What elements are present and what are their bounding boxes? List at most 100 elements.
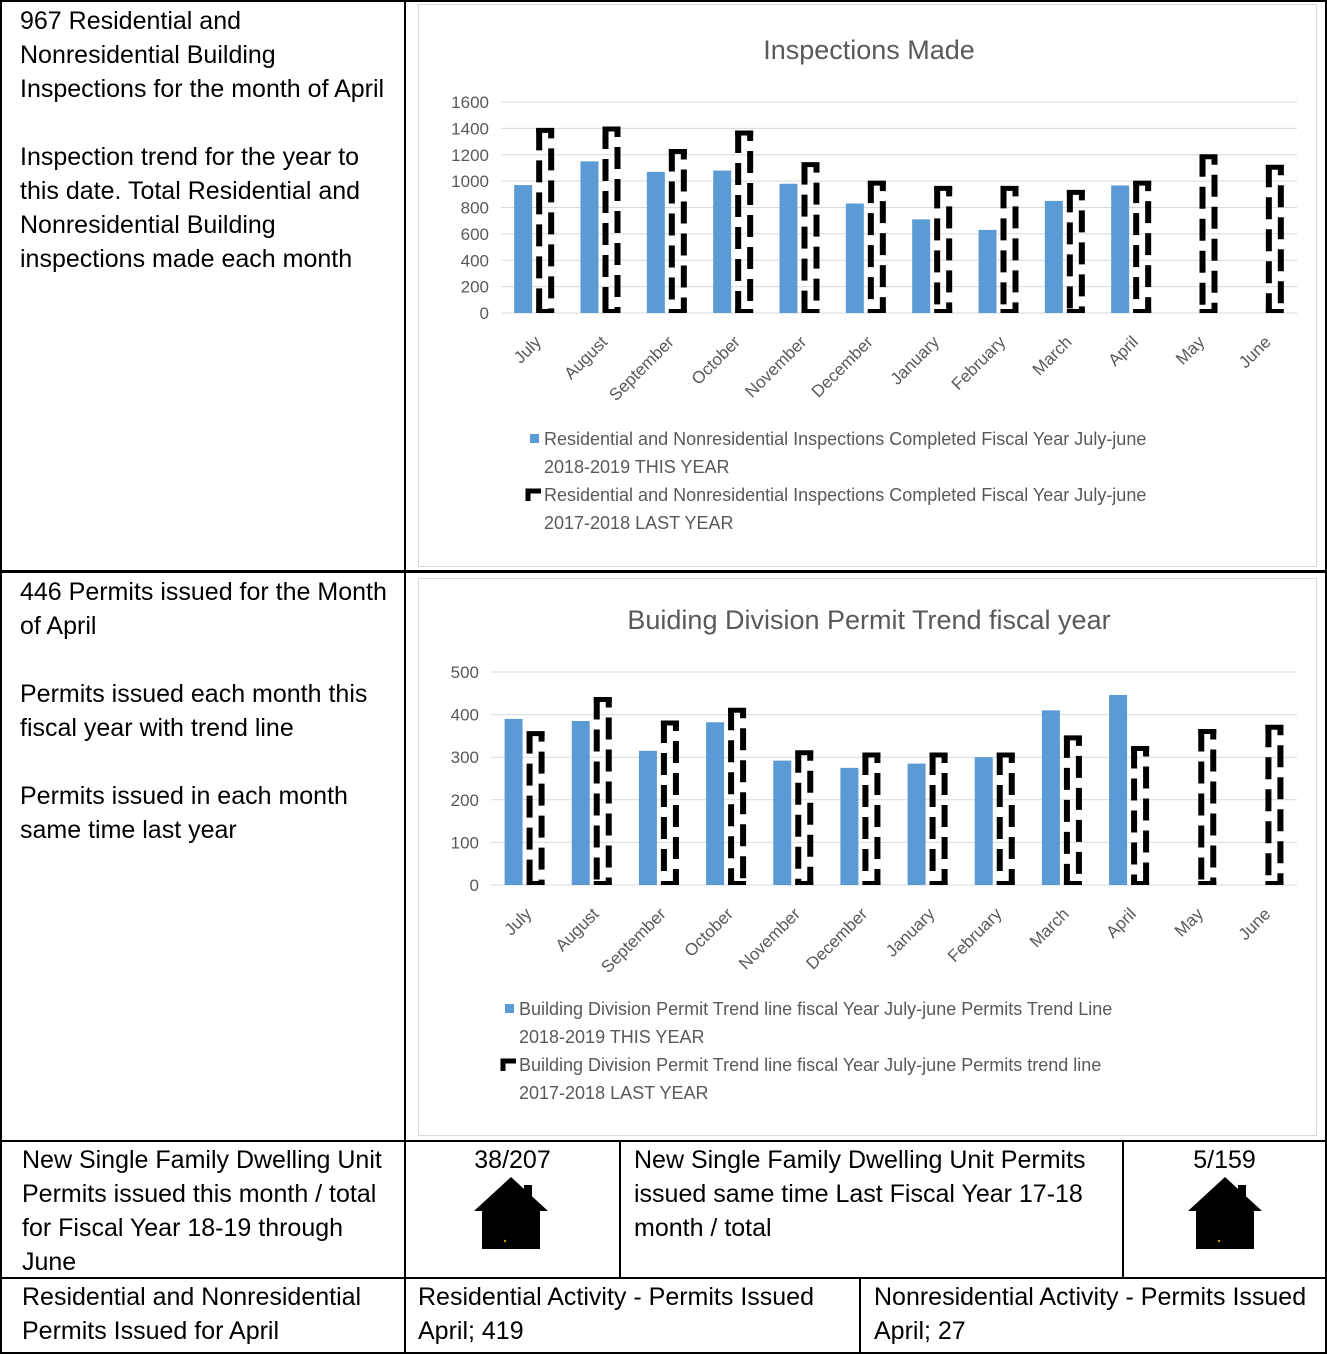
bar-this-year: [504, 718, 523, 885]
x-tick-label: August: [560, 332, 611, 383]
permits-chart-frame: Buiding Division Permit Trend fiscal yea…: [418, 578, 1317, 1136]
inspections-chart-frame: Inspections Made 0 200 400 600 800 1000 1200 140…: [418, 4, 1317, 567]
x-tick-label: December: [808, 332, 877, 401]
column-divider-row3-a: [619, 1140, 621, 1278]
bar-this-year: [773, 760, 792, 885]
sfd-last-year-text: New Single Family Dwelling Unit Permits …: [634, 1146, 1086, 1242]
x-tick-label: January: [887, 332, 944, 389]
y-tick-label: 500: [451, 663, 479, 682]
bar-this-year: [571, 720, 590, 885]
x-tick-label: October: [681, 904, 737, 960]
bar-this-year: [706, 722, 725, 885]
permits-summary: 446 Permits issued for the Month of Apri…: [20, 578, 387, 640]
x-tick-label: April: [1105, 332, 1142, 369]
bar-this-year: [978, 229, 997, 313]
house-icon: [1188, 1177, 1262, 1249]
bar-this-year: [1111, 185, 1130, 313]
y-tick-label: 1200: [451, 146, 489, 165]
x-tick-label: September: [605, 332, 677, 404]
x-tick-label: May: [1172, 332, 1208, 368]
permits-april-label: Residential and Nonresidential Permits I…: [22, 1280, 402, 1348]
sfd-this-year-label: New Single Family Dwelling Unit Permits …: [22, 1143, 402, 1279]
y-tick-label: 100: [451, 833, 479, 852]
bar-this-year: [646, 171, 665, 313]
bar-this-year: [1109, 695, 1128, 885]
legend-label: Residential and Nonresidential Inspectio…: [544, 429, 1146, 449]
bar-this-year: [840, 767, 859, 885]
table-top-border: [0, 0, 1327, 2]
row-divider-1: [0, 570, 1327, 573]
x-tick-label: February: [944, 904, 1006, 966]
residential-activity: Residential Activity - Permits Issued Ap…: [418, 1280, 858, 1348]
house-icon: [474, 1177, 548, 1249]
legend-label: 2017-2018 LAST YEAR: [544, 513, 733, 533]
y-tick-label: 600: [461, 225, 489, 244]
bar-this-year: [907, 763, 926, 885]
x-tick-label: April: [1102, 904, 1139, 941]
x-tick-label: September: [597, 904, 669, 976]
y-tick-label: 800: [461, 199, 489, 218]
y-tick-label: 0: [480, 304, 489, 323]
x-tick-label: June: [1235, 904, 1275, 944]
y-tick-label: 1000: [451, 172, 489, 191]
column-divider-row4: [859, 1277, 861, 1354]
legend-swatch-this-year: [505, 1004, 514, 1013]
x-tick-label: March: [1026, 904, 1073, 951]
table-left-border: [0, 0, 2, 1354]
x-tick-label: July: [501, 904, 536, 939]
x-tick-label: January: [882, 904, 939, 961]
bar-this-year: [514, 185, 533, 313]
y-tick-label: 0: [470, 876, 479, 895]
x-tick-label: November: [741, 332, 810, 401]
chart-title: Inspections Made: [763, 35, 975, 65]
bar-this-year: [779, 183, 798, 313]
sfd-this-year-value: 38/207: [474, 1146, 551, 1174]
bar-this-year: [1041, 710, 1060, 885]
x-tick-label: July: [510, 332, 545, 367]
legend-label: Building Division Permit Trend line fisc…: [519, 1055, 1101, 1075]
bar-this-year: [845, 203, 864, 313]
y-tick-label: 400: [451, 706, 479, 725]
legend-label: 2018-2019 THIS YEAR: [544, 457, 729, 477]
legend-swatch-this-year: [530, 434, 539, 443]
inspections-summary: 967 Residential and Nonresidential Build…: [20, 7, 385, 103]
legend-label: Building Division Permit Trend line fisc…: [519, 999, 1112, 1019]
table-right-border: [1325, 0, 1327, 1354]
legend-label: 2017-2018 LAST YEAR: [519, 1083, 708, 1103]
x-tick-label: June: [1235, 332, 1275, 372]
x-tick-label: December: [802, 904, 871, 973]
y-tick-label: 200: [451, 791, 479, 810]
row-divider-3: [0, 1277, 1327, 1279]
legend-label: Residential and Nonresidential Inspectio…: [544, 485, 1146, 505]
bar-this-year: [974, 757, 993, 885]
bar-this-year: [1044, 200, 1063, 313]
bar-this-year: [713, 170, 732, 313]
y-tick-label: 200: [461, 278, 489, 297]
permits-last-year-note: Permits issued in each month same time l…: [20, 782, 348, 844]
chart-title: Buiding Division Permit Trend fiscal yea…: [627, 605, 1110, 635]
nonresidential-activity-text: Nonresidential Activity - Permits Issued…: [874, 1283, 1307, 1345]
bar-this-year: [580, 161, 599, 313]
inspections-chart: Inspections Made 0 200 400 600 800 1000 1200 140…: [451, 35, 1297, 533]
y-tick-label: 1400: [451, 119, 489, 138]
permits-april-text: Residential and Nonresidential Permits I…: [22, 1283, 362, 1345]
y-tick-label: 1600: [451, 93, 489, 112]
column-divider-main: [404, 0, 406, 1354]
sfd-last-year-label: New Single Family Dwelling Unit Permits …: [634, 1143, 1120, 1245]
y-tick-label: 400: [461, 251, 489, 270]
x-tick-label: October: [688, 332, 744, 388]
legend-swatch-last-year: [500, 1058, 516, 1071]
sfd-this-year-text: New Single Family Dwelling Unit Permits …: [22, 1146, 382, 1276]
nonresidential-activity: Nonresidential Activity - Permits Issued…: [874, 1280, 1324, 1348]
row-divider-2: [0, 1140, 1327, 1142]
residential-activity-text: Residential Activity - Permits Issued Ap…: [418, 1283, 814, 1345]
table-bottom-border: [0, 1352, 1327, 1354]
row2-description: 446 Permits issued for the Month of Apri…: [20, 575, 400, 847]
bar-this-year: [638, 750, 657, 885]
x-tick-label: February: [948, 332, 1010, 394]
x-tick-label: August: [552, 904, 603, 955]
y-tick-label: 300: [451, 748, 479, 767]
permits-trend-note: Permits issued each month this fiscal ye…: [20, 680, 368, 742]
permits-chart: Buiding Division Permit Trend fiscal yea…: [451, 605, 1297, 1103]
inspections-trend-note: Inspection trend for the year to this da…: [20, 143, 361, 273]
